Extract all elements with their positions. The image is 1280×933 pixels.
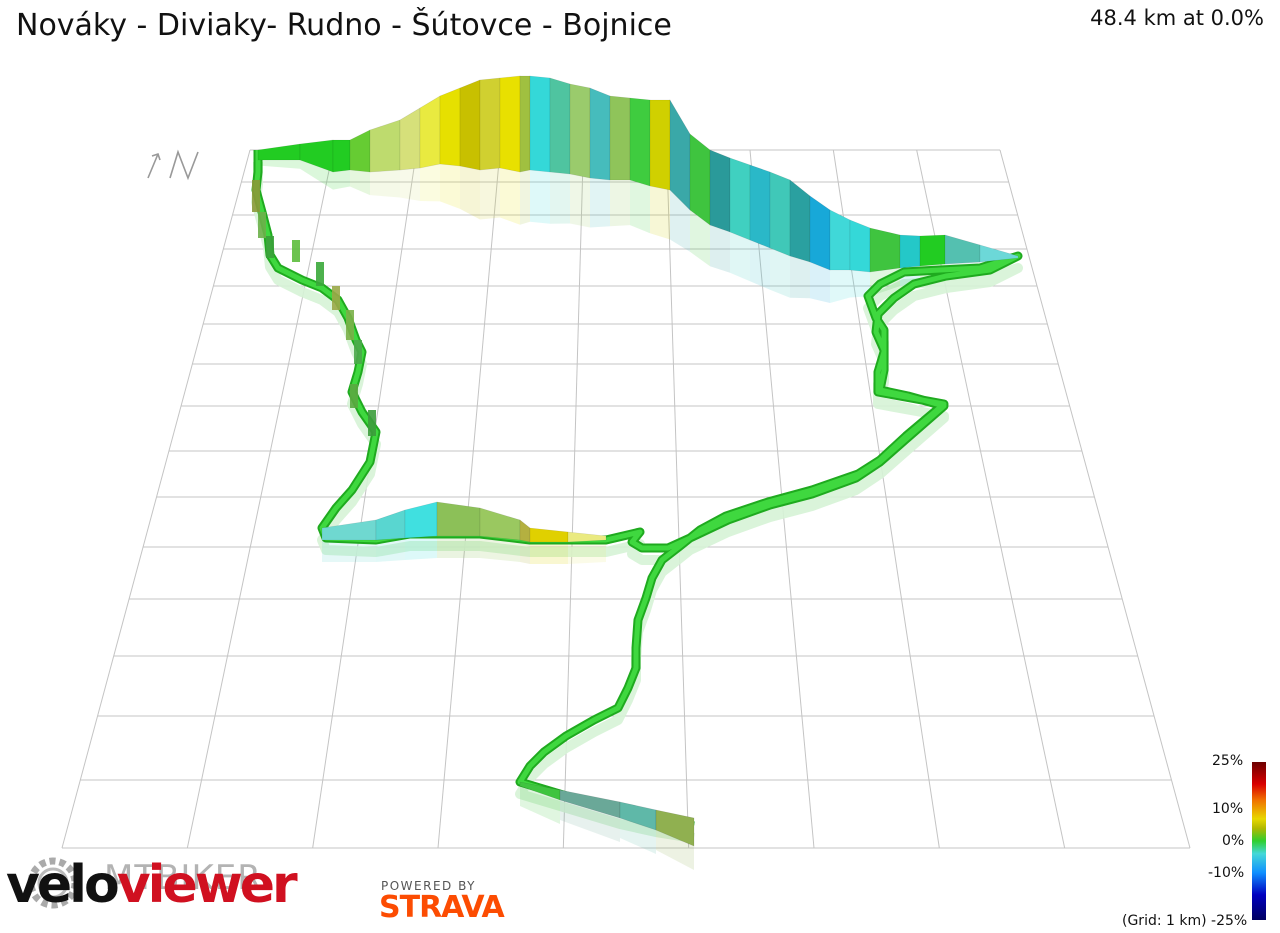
legend-label-m10: -10% — [1208, 865, 1245, 881]
legend-color-bar — [1252, 762, 1266, 920]
gradient-legend: 25% 10% 0% -10% (Grid: 1 km) -25% — [1122, 750, 1280, 933]
logo-velo-text: velo — [6, 855, 120, 915]
north-arrow-icon — [147, 149, 199, 181]
legend-label-0: 0% — [1222, 833, 1245, 849]
legend-label-m25: (Grid: 1 km) -25% — [1122, 913, 1248, 929]
legend-label-10: 10% — [1212, 801, 1244, 817]
route-elevation-walls — [251, 75, 1023, 847]
strava-logo[interactable]: STRAVA — [379, 890, 505, 925]
route-stats: 48.4 km at 0.0% — [1090, 6, 1264, 30]
legend-label-25: 25% — [1212, 753, 1244, 769]
logo-viewer-text: viewer — [116, 855, 298, 915]
mtbiker-watermark: MTBIKER — [104, 858, 262, 898]
veloviewer-logo[interactable]: veloviewer — [6, 855, 298, 915]
powered-by-label: POWERED BY — [381, 879, 477, 893]
route-title: Nováky - Diviaky- Rudno - Šútovce - Bojn… — [16, 8, 672, 43]
gear-icon — [27, 857, 79, 909]
